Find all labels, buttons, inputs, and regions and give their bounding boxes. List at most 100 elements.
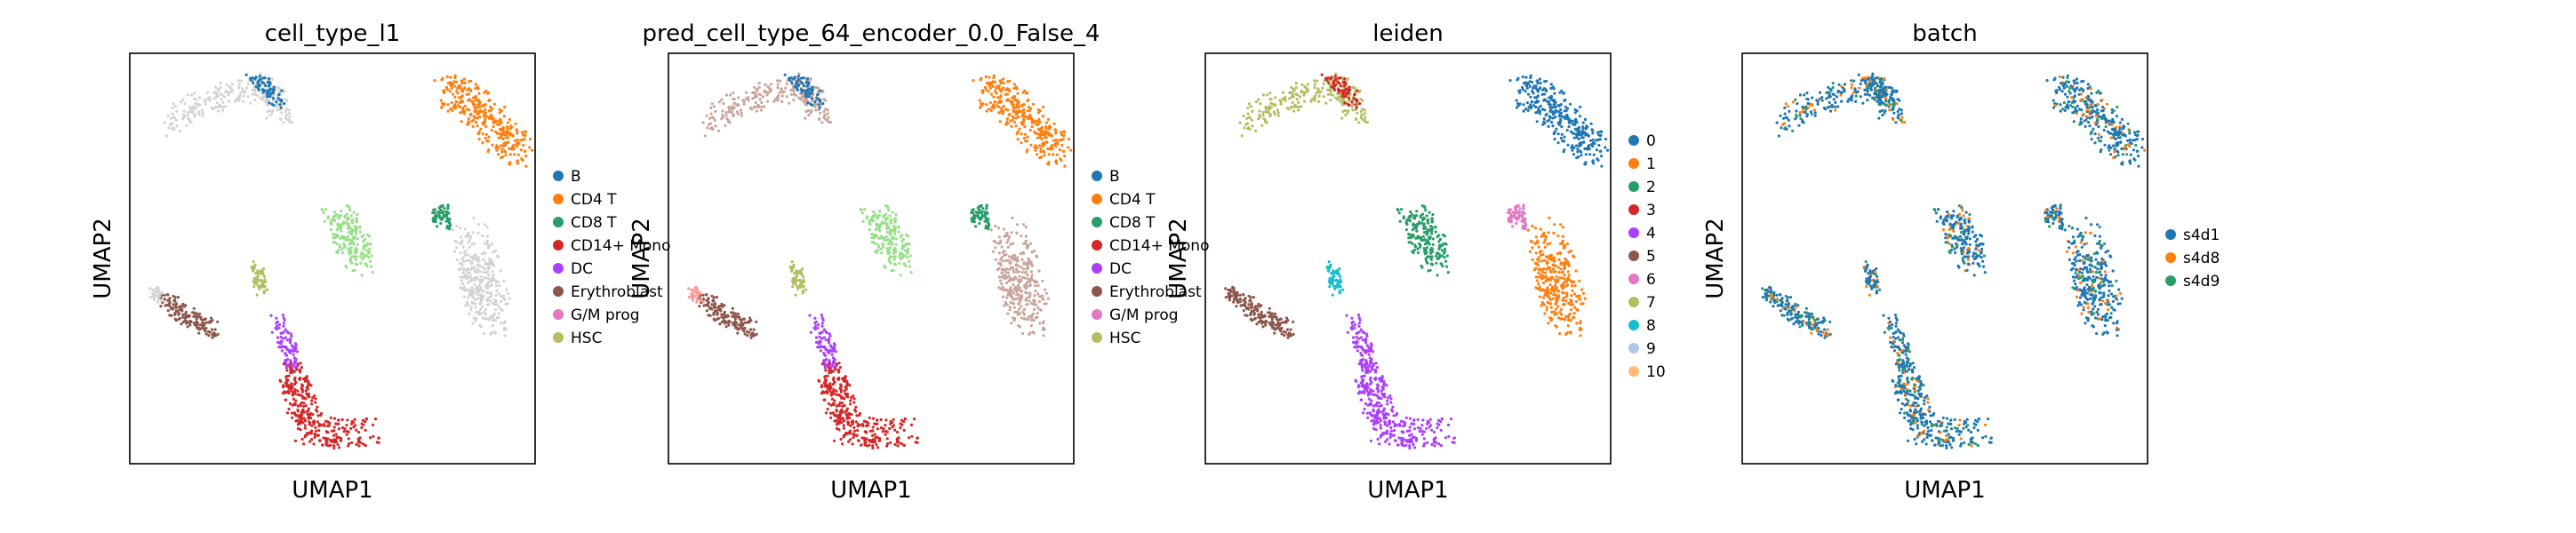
cell-point: [1420, 264, 1423, 267]
cell-point: [445, 213, 449, 217]
cell-point: [814, 102, 818, 107]
cell-point: [152, 298, 156, 302]
cell-point: [1580, 154, 1583, 157]
cell-point: [701, 298, 705, 301]
cell-point: [177, 313, 180, 316]
cell-point: [886, 206, 890, 210]
cell-point: [906, 235, 910, 238]
cell-point: [356, 243, 359, 246]
cell-point: [814, 85, 818, 89]
cell-point: [296, 362, 300, 366]
cell-point: [1039, 147, 1043, 151]
cell-point: [205, 91, 210, 94]
cell-point: [163, 298, 166, 301]
cell-point: [830, 353, 834, 356]
cell-point: [1575, 322, 1579, 325]
cell-point: [1020, 289, 1024, 293]
cell-point: [978, 221, 981, 226]
cell-point: [1011, 99, 1014, 103]
cell-point: [1578, 279, 1581, 282]
cell-point: [721, 115, 725, 119]
cell-point: [1549, 253, 1553, 257]
cell-point: [1587, 145, 1590, 148]
cell-point: [1554, 324, 1557, 328]
cell-point: [1026, 135, 1029, 139]
cell-point: [1598, 138, 1602, 141]
cell-point: [1343, 88, 1347, 91]
cell-point: [1278, 99, 1282, 102]
cell-point: [1341, 110, 1345, 114]
legend-marker: [553, 194, 564, 204]
cell-point: [503, 105, 507, 109]
cell-point: [467, 303, 470, 306]
cell-point: [1561, 226, 1564, 229]
cell-point: [732, 115, 735, 118]
cell-point: [1257, 98, 1260, 101]
cell-point: [505, 288, 508, 291]
cell-point: [368, 247, 372, 251]
cell-point: [254, 272, 258, 275]
cell-point: [1303, 99, 1307, 103]
cell-point: [1005, 234, 1009, 237]
cell-point: [292, 353, 295, 356]
cell-point: [471, 231, 475, 235]
cell-point: [1022, 107, 1026, 112]
cell-point: [292, 370, 296, 373]
cell-point: [310, 424, 314, 427]
cell-point: [835, 389, 838, 393]
cell-point: [718, 322, 722, 326]
cell-point: [1573, 127, 1577, 131]
cell-point: [285, 369, 289, 372]
cell-point: [483, 251, 486, 254]
cell-point: [356, 438, 360, 442]
cell-point: [1534, 286, 1538, 290]
cell-point: [1547, 102, 1550, 106]
cell-point: [356, 430, 361, 434]
cell-point: [847, 440, 851, 443]
cell-point: [1564, 98, 1567, 102]
cell-point: [268, 95, 272, 99]
cell-point: [1356, 89, 1359, 92]
cell-point: [455, 86, 460, 90]
cell-point: [481, 279, 484, 282]
cell-point: [1004, 253, 1008, 257]
cell-point: [352, 211, 356, 214]
cell-point: [814, 336, 819, 339]
cell-point: [157, 292, 161, 296]
cell-point: [813, 316, 817, 320]
cell-point: [189, 320, 193, 323]
cell-point: [508, 126, 512, 130]
cell-point: [186, 325, 189, 329]
cell-point: [1553, 223, 1556, 227]
cell-point: [298, 416, 301, 419]
cell-point: [1007, 293, 1011, 297]
cell-point: [221, 100, 225, 104]
cell-point: [850, 412, 853, 417]
cell-point: [989, 108, 993, 112]
cell-point: [194, 106, 197, 109]
cell-point: [338, 245, 342, 249]
cell-point: [363, 243, 366, 247]
cell-point: [1431, 243, 1435, 246]
cell-point: [899, 426, 902, 430]
cell-point: [472, 216, 476, 219]
cell-point: [758, 98, 762, 101]
legend-marker: [1092, 332, 1102, 343]
cell-point: [491, 324, 494, 328]
cell-point: [511, 145, 515, 148]
cell-point: [340, 229, 343, 233]
cell-point: [156, 286, 160, 290]
cell-point: [200, 108, 204, 112]
cell-point: [835, 426, 839, 431]
cell-point: [239, 91, 243, 95]
cell-point: [298, 378, 301, 381]
cell-point: [860, 443, 863, 447]
cell-point: [506, 121, 509, 124]
cell-point: [1329, 99, 1332, 102]
cell-point: [451, 228, 454, 232]
cell-point: [292, 363, 296, 367]
cell-point: [1556, 266, 1560, 269]
cell-point: [482, 115, 485, 118]
legend-label: DC: [571, 260, 593, 278]
